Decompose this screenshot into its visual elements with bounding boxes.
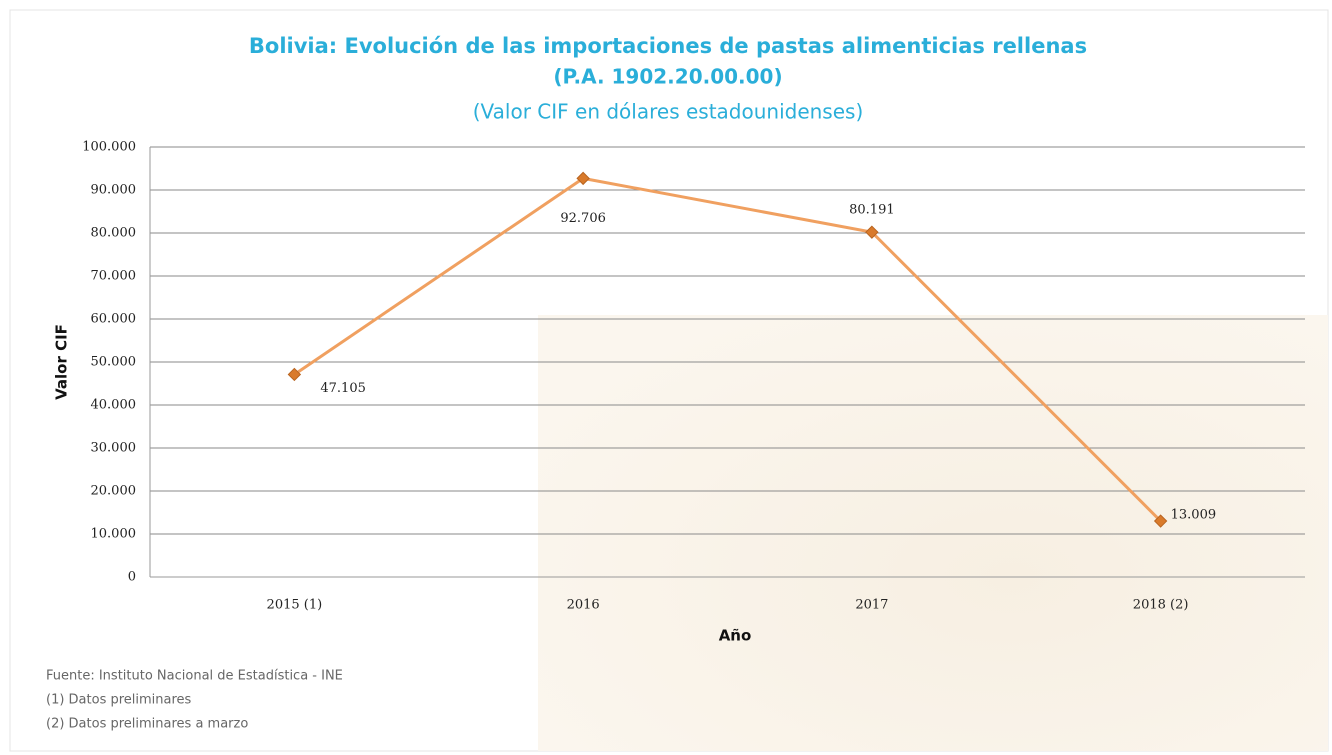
x-tick-label: 2017 bbox=[855, 598, 888, 613]
y-tick-label: 40.000 bbox=[91, 398, 137, 413]
note: (1) Datos preliminares bbox=[46, 693, 192, 708]
x-tick-label: 2016 bbox=[567, 598, 600, 613]
marker bbox=[576, 171, 590, 186]
y-tick-label: 70.000 bbox=[91, 269, 137, 284]
y-tick-label: 90.000 bbox=[91, 183, 137, 198]
x-axis-label: Año bbox=[719, 627, 752, 645]
y-tick-label: 100.000 bbox=[82, 140, 136, 155]
chart-title: Bolivia: Evolución de las importaciones … bbox=[249, 34, 1087, 58]
y-tick-label: 0 bbox=[128, 570, 136, 585]
marker bbox=[865, 225, 879, 239]
background-image bbox=[538, 315, 1328, 751]
data-label: 47.105 bbox=[320, 381, 366, 396]
y-axis-label: Valor CIF bbox=[53, 324, 71, 400]
marker bbox=[287, 367, 302, 382]
line bbox=[293, 176, 1162, 523]
note: (2) Datos preliminares a marzo bbox=[46, 717, 248, 732]
x-tick-label: 2018 (2) bbox=[1133, 598, 1189, 613]
data-label: 80.191 bbox=[849, 203, 895, 218]
y-tick-label: 60.000 bbox=[91, 312, 137, 327]
chart-subtitle: (Valor CIF en dólares estadounidenses) bbox=[473, 100, 864, 124]
marker bbox=[1153, 514, 1168, 528]
y-tick-label: 80.000 bbox=[91, 226, 137, 241]
y-tick-label: 10.000 bbox=[91, 527, 137, 542]
note: Fuente: Instituto Nacional de Estadístic… bbox=[46, 669, 343, 684]
data-label: 13.009 bbox=[1171, 508, 1217, 523]
y-tick-label: 20.000 bbox=[91, 484, 137, 499]
y-tick-label: 50.000 bbox=[91, 355, 137, 370]
x-tick-label: 2015 (1) bbox=[267, 598, 323, 613]
y-tick-label: 30.000 bbox=[91, 441, 137, 456]
data-label: 92.706 bbox=[560, 211, 606, 226]
chart-subtitle: (P.A. 1902.20.00.00) bbox=[553, 65, 782, 89]
